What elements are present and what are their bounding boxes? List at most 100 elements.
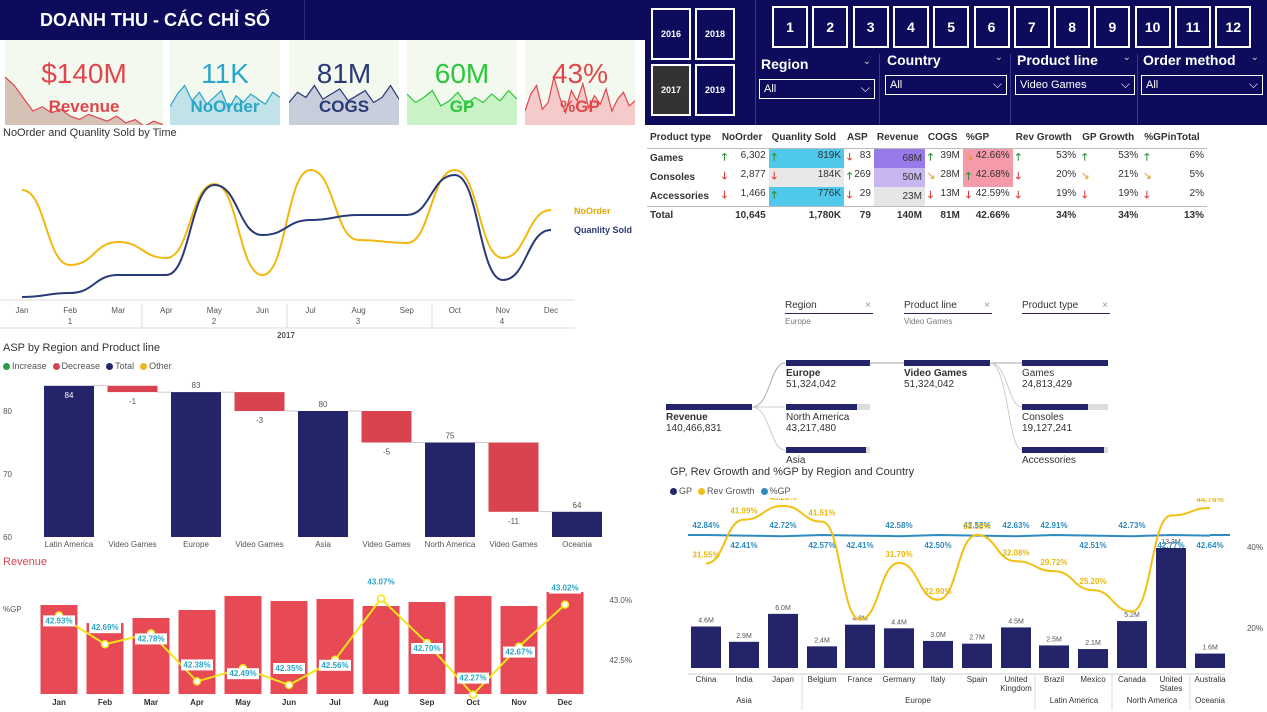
matrix-col-header[interactable]: GP Growth [1079,128,1142,149]
label-bg [43,615,75,627]
tree-level-header[interactable]: Product line × [904,300,992,314]
matrix-col-header[interactable]: Quanlity Sold [768,128,845,149]
gp-bar [962,643,992,668]
gp-bar [884,628,914,668]
gp-data-label: 5.2M [1124,612,1140,619]
kpi-name: GP [449,97,475,116]
node-label: Accessories [1022,455,1076,466]
matrix-col-header[interactable]: %GPinTotal [1141,128,1207,149]
chevron-down-icon[interactable]: ⌄ [1250,52,1259,63]
month-button-2[interactable]: 2 [812,6,849,48]
month-button-12[interactable]: 12 [1215,6,1252,48]
matrix-col-header[interactable]: %GP [962,128,1013,149]
divider [1137,54,1138,124]
gp-pct-data-label: 42.70% [413,644,440,653]
pct-gp-data-label: 42.64% [1196,541,1223,550]
tree-node-bar[interactable] [1022,360,1108,366]
tree-level-header[interactable]: Region × [785,300,873,314]
gp-pct-data-label: 43.02% [551,584,578,593]
quarter-tick-label: 3 [356,317,361,326]
matrix-cell: 🡑 39M [925,148,963,168]
month-button-10[interactable]: 10 [1134,6,1171,48]
month-tick-label: Feb [98,698,112,707]
matrix-col-header[interactable]: NoOrder [718,128,769,149]
matrix-total-cell: 81M [925,206,963,224]
pct-gp-data-label: 42.63% [1002,521,1029,530]
label-bg [503,646,535,658]
month-tick-label: Oct [466,698,480,707]
year-button-2017[interactable]: 2017 [651,64,691,116]
month-button-9[interactable]: 9 [1094,6,1131,48]
kpi-card-gp: 60M GP [407,40,517,125]
matrix-col-header[interactable]: Revenue [873,128,925,149]
chevron-down-icon: ⌵ [1120,77,1130,91]
matrix-col-header[interactable]: ASP [844,128,874,149]
matrix-total-cell: 42.66% [963,206,1013,224]
revenue-bar [546,592,584,694]
rev-growth-data-label: 41.99% [730,507,757,516]
month-button-7[interactable]: 7 [1013,6,1050,48]
year-button-2018[interactable]: 2018 [695,8,735,60]
matrix-col-header[interactable]: Product type [647,128,719,149]
matrix-cell: 🡓 19% [1079,187,1141,207]
kpi-card-noorder: 11K NoOrder [170,40,280,125]
tree-node[interactable]: Accessories [1022,455,1076,466]
close-icon[interactable]: × [865,300,871,311]
tree-node[interactable]: Games 24,813,429 [1022,368,1072,390]
category-tick-label: Video Games [235,540,283,549]
year-button-2016[interactable]: 2016 [651,8,691,60]
qty-sold-series-line [21,173,552,298]
chevron-down-icon[interactable]: ⌄ [1122,52,1131,63]
gp-chart-title: GP, Rev Growth and %GP by Region and Cou… [670,466,915,478]
kpi-value: 60M [434,58,490,89]
month-button-3[interactable]: 3 [852,6,889,48]
tree-node[interactable]: Asia [786,455,805,466]
matrix-col-header[interactable]: Rev Growth [1012,128,1080,149]
product-line-dropdown[interactable]: Video Games ⌵ [1015,75,1135,95]
chevron-down-icon[interactable]: ⌄ [862,56,871,67]
row-label: Accessories [650,190,709,202]
matrix-total-cell: 10,645 [719,206,769,224]
tree-node-highlight-bar[interactable] [786,360,870,366]
month-button-8[interactable]: 8 [1054,6,1091,48]
close-icon[interactable]: × [984,300,990,311]
country-tick-label: India [735,675,753,684]
tree-node-highlight[interactable]: Revenue 140,466,831 [666,412,722,434]
tree-node[interactable]: Consoles 19,127,241 [1022,412,1072,434]
country-tick-label: China [696,675,717,684]
tree-node-highlight-bar[interactable] [666,404,752,410]
month-button-11[interactable]: 11 [1175,6,1211,48]
matrix-cell: 🡑 776K [768,186,845,206]
tree-level-filter: Video Games [904,317,953,326]
tree-node-bar[interactable] [786,404,870,410]
tree-node-highlight-bar[interactable] [904,360,990,366]
matrix-cell: 🡓 29 [844,187,874,207]
tree-node-bar[interactable] [786,447,870,453]
tree-node-bar[interactable] [1022,447,1108,453]
divider [1010,54,1011,124]
tree-node-bar[interactable] [1022,404,1108,410]
matrix-col-header[interactable]: COGS [924,128,963,149]
tree-node-highlight[interactable]: Europe 51,324,042 [786,368,836,390]
slicer-region: Region ⌄ All ⌵ [757,54,877,102]
pct-gp-data-label: 42.77% [1157,541,1184,550]
order-method-dropdown[interactable]: All ⌵ [1141,75,1263,95]
year-button-2019[interactable]: 2019 [695,64,735,116]
region-dropdown[interactable]: All ⌵ [759,79,875,99]
country-tick-label: United [1004,675,1027,684]
close-icon[interactable]: × [1102,300,1108,311]
matrix-total-cell: 34% [1013,206,1079,224]
month-button-1[interactable]: 1 [772,6,808,48]
product-type-matrix: Product type NoOrder Quanlity Sold ASP Reven… [647,128,1207,224]
chevron-down-icon[interactable]: ⌄ [994,52,1003,63]
tree-level-header[interactable]: Product type × [1022,300,1110,314]
tree-node[interactable]: North America 43,217,480 [786,412,849,434]
month-button-6[interactable]: 6 [973,6,1010,48]
country-dropdown[interactable]: All ⌵ [885,75,1007,95]
tree-node-highlight[interactable]: Video Games 51,324,042 [904,368,967,390]
month-tick-label: Mar [144,698,158,707]
node-label: North America [786,412,850,423]
month-button-5[interactable]: 5 [933,6,970,48]
month-button-4[interactable]: 4 [892,6,929,48]
bar-fill [1022,360,1108,366]
